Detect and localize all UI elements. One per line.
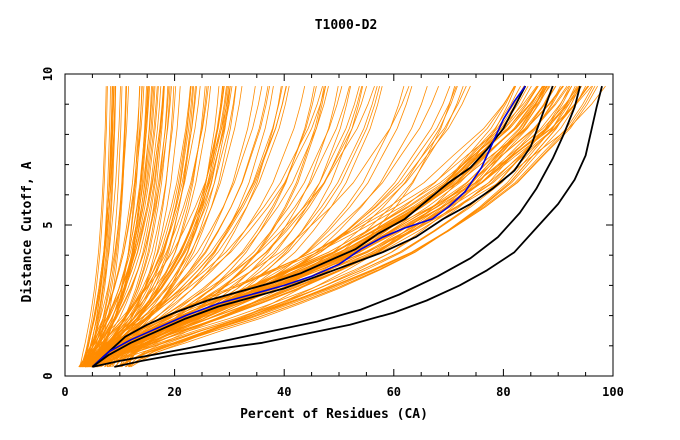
model-curve-mid-38: [92, 86, 351, 368]
axes-group: 0 20 40 60 80 100 0 5 10: [41, 67, 624, 399]
y-tick-label: 10: [41, 67, 55, 81]
model-curve-shallow-49: [119, 85, 570, 368]
x-tick-label: 80: [496, 385, 510, 399]
chart-title: T1000-D2: [315, 18, 378, 33]
model-curve-shallow-52: [121, 85, 547, 368]
model-curve-shallow-51: [94, 85, 578, 368]
x-tick-label: 40: [277, 385, 291, 399]
model-curve-shallow-39: [124, 85, 576, 368]
model-curve-steep-65: [79, 86, 155, 368]
black-curve-4: [114, 85, 603, 368]
model-curve-shallow-54: [128, 85, 515, 368]
model-curve-shallow-38: [92, 85, 516, 368]
blue-curve: [91, 85, 526, 368]
model-curve-steep-30: [88, 86, 141, 368]
x-tick-label: 0: [61, 385, 68, 399]
black-curve-1: [91, 85, 527, 368]
y-tick-label: 5: [41, 221, 55, 228]
model-curve-mid-43: [83, 86, 231, 368]
model-curve-steep-61: [84, 86, 115, 367]
y-tick-label: 0: [41, 372, 55, 379]
model-curve-mid-13: [86, 86, 287, 368]
x-axis-label: Percent of Residues (CA): [240, 407, 428, 422]
model-curve-shallow-18: [120, 85, 580, 368]
model-curve-shallow-50: [129, 85, 598, 368]
model-curve-shallow-25: [117, 85, 587, 368]
model-curve-shallow-37: [104, 85, 594, 368]
model-curve-shallow-40: [87, 85, 532, 368]
model-curve-shallow-35: [97, 85, 538, 367]
x-tick-label: 100: [602, 385, 624, 399]
model-curve-steep-51: [79, 86, 114, 368]
y-axis-label: Distance Cutoff, A: [20, 161, 35, 302]
model-curve-steep-34: [84, 86, 121, 367]
model-curve-steep-70: [83, 86, 129, 368]
model-curve-steep-52: [82, 86, 108, 367]
model-curve-steep-57: [84, 86, 237, 368]
highlight-curves-group: [91, 85, 603, 368]
model-curve-mid-32: [85, 86, 243, 368]
model-curve-shallow-41: [130, 85, 517, 368]
model-curve-steep-58: [84, 86, 172, 368]
x-tick-label: 20: [167, 385, 181, 399]
model-curve-steep-36: [80, 86, 201, 368]
model-curve-shallow-53: [97, 85, 544, 367]
model-curve-steep-45: [86, 86, 116, 368]
model-curve-shallow-44: [90, 85, 561, 368]
black-curve-2: [91, 85, 554, 368]
model-curve-steep-43: [81, 86, 145, 368]
black-curve-3: [92, 85, 581, 368]
model-curve-steep-39: [79, 86, 107, 367]
x-tick-label: 60: [387, 385, 401, 399]
model-curve-mid-25: [83, 85, 326, 368]
